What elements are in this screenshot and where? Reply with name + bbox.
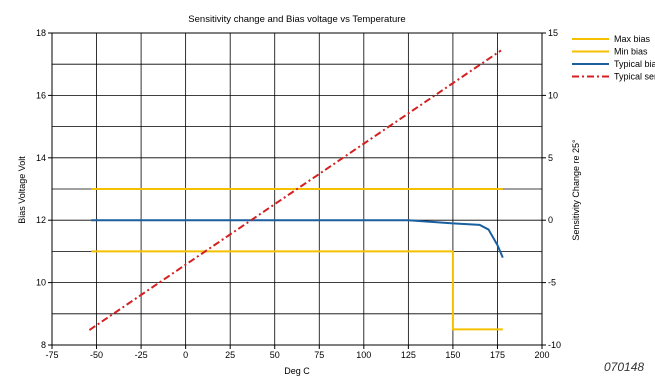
y2-tick-label: -10 [548,340,561,350]
x-tick-label: -50 [90,350,103,360]
y2-tick-label: 0 [548,215,553,225]
y-axis-title: Bias Voltage Volt [17,156,27,224]
x-tick-label: -75 [45,350,58,360]
x-tick-label: 0 [183,350,188,360]
x-tick-label: 175 [490,350,505,360]
chart-title: Sensitivity change and Bias voltage vs T… [188,14,405,25]
plot-frame [51,32,543,346]
y2-axis-title: Sensitivity Change re 25° [571,139,581,241]
figure-code: 070148 [604,360,645,374]
x-tick-label: 150 [445,350,460,360]
legend-label-3: Typical sens [614,72,655,82]
x-tick-label: 125 [401,350,416,360]
x-tick-label: 50 [270,350,280,360]
x-tick-label: 200 [534,350,549,360]
legend: Max bias Min bias Typical bias Typical sens [572,34,655,82]
y-tick-label: 18 [36,28,46,38]
x-tick-label: -25 [135,350,148,360]
legend-label-1: Min bias [614,47,648,57]
y2-axis-ticks: -10 -5 0 5 10 15 [542,28,561,350]
x-axis-ticks: -75 -50 -25 0 25 50 75 100 125 150 175 200 [45,345,550,360]
y2-tick-label: 10 [548,90,558,100]
x-tick-label: 75 [314,350,324,360]
y-tick-label: 12 [36,215,46,225]
legend-label-2: Typical bias [614,59,655,69]
y-axis-ticks: 8 10 12 14 16 18 [36,28,52,350]
series-line-2 [91,219,504,259]
x-axis-title: Deg C [284,366,310,376]
series-line-3 [88,49,502,331]
y-tick-label: 8 [41,340,46,350]
series-line-1 [91,250,503,331]
x-tick-label: 100 [356,350,371,360]
y-tick-label: 10 [36,278,46,288]
y2-tick-label: 15 [548,28,558,38]
y2-tick-label: -5 [548,278,556,288]
y-tick-label: 14 [36,153,46,163]
y2-tick-label: 5 [548,153,553,163]
x-tick-label: 25 [225,350,235,360]
legend-label-0: Max bias [614,34,651,44]
y-tick-label: 16 [36,90,46,100]
chart-series [88,49,504,331]
